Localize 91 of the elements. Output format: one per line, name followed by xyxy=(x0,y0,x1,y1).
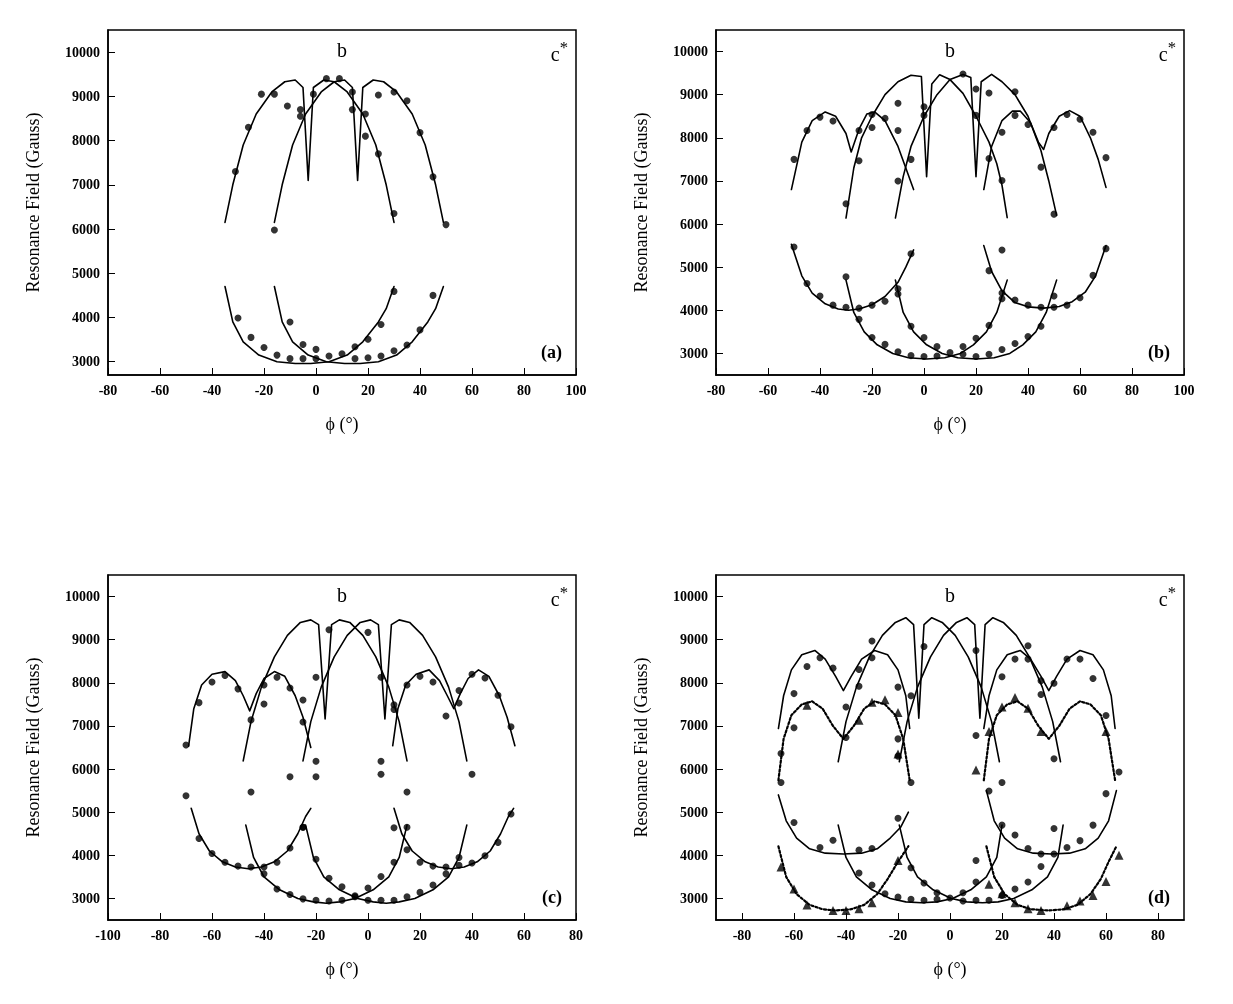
x-tick-label: -40 xyxy=(254,927,274,943)
x-tick-label: 60 xyxy=(465,382,479,398)
x-tick-label: -20 xyxy=(862,382,882,398)
y-tick-label: 10000 xyxy=(65,44,100,60)
y-tick-label: 10000 xyxy=(673,44,708,60)
x-tick-label: 80 xyxy=(569,927,583,943)
x-tick-label: 0 xyxy=(920,382,928,398)
y-tick-label: 6000 xyxy=(680,761,708,777)
y-tick-label: 3000 xyxy=(72,890,100,906)
annotation: c$^{*}$ xyxy=(550,583,568,610)
x-tick-label: -40 xyxy=(810,382,830,398)
y-tick-label: 10000 xyxy=(673,589,708,605)
y-tick-label: 5000 xyxy=(72,265,100,281)
y-tick-label: 8000 xyxy=(72,133,100,149)
x-tick-label: 0 xyxy=(312,382,320,398)
x-axis-title: ϕ (°) xyxy=(933,414,967,435)
y-tick-label: 8000 xyxy=(680,675,708,691)
y-axis-title: Resonance Field (Gauss) xyxy=(23,112,44,293)
x-tick-label: -40 xyxy=(202,382,222,398)
annotation: b xyxy=(337,584,347,606)
x-tick-label: 40 xyxy=(1021,382,1035,398)
x-tick-label: -60 xyxy=(150,382,170,398)
y-tick-label: 4000 xyxy=(72,310,100,325)
x-tick-label: -80 xyxy=(150,927,170,943)
x-tick-label: -80 xyxy=(706,382,726,398)
y-tick-label: 7000 xyxy=(72,177,100,193)
x-tick-label: -60 xyxy=(758,382,778,398)
x-tick-label: 80 xyxy=(517,382,531,398)
y-tick-label: 3000 xyxy=(680,890,708,906)
y-tick-label: 8000 xyxy=(72,675,100,691)
annotation: (a) xyxy=(541,342,562,362)
y-tick-label: 7000 xyxy=(680,718,708,734)
y-tick-label: 4000 xyxy=(72,847,100,863)
annotation: b xyxy=(945,39,955,61)
annotation: b xyxy=(945,584,955,606)
y-tick-label: 5000 xyxy=(680,804,708,820)
annotation: (c) xyxy=(542,887,562,907)
x-tick-label: 0 xyxy=(946,927,954,943)
y-tick-label: 6000 xyxy=(72,221,100,237)
x-tick-label: 20 xyxy=(995,927,1009,943)
x-tick-label: -60 xyxy=(784,927,804,943)
y-tick-label: 9000 xyxy=(680,632,708,648)
y-tick-label: 6000 xyxy=(72,761,100,777)
x-tick-label: 100 xyxy=(565,382,587,398)
x-tick-label: -80 xyxy=(732,927,752,943)
x-tick-label: -40 xyxy=(836,927,856,943)
y-tick-label: 7000 xyxy=(72,718,100,734)
y-tick-label: 9000 xyxy=(680,87,708,103)
x-axis-title: ϕ (°) xyxy=(933,959,967,980)
annotation: c$^{*}$ xyxy=(1158,38,1176,65)
y-tick-label: 5000 xyxy=(72,804,100,820)
x-tick-label: 20 xyxy=(969,382,983,398)
x-tick-label: 80 xyxy=(1151,927,1165,943)
x-tick-label: 60 xyxy=(1099,927,1113,943)
annotation: b xyxy=(337,39,347,61)
x-tick-label: 0 xyxy=(364,927,372,943)
x-tick-label: 80 xyxy=(1125,382,1139,398)
x-tick-label: -80 xyxy=(98,382,118,398)
x-tick-label: -20 xyxy=(306,927,326,943)
x-tick-label: -20 xyxy=(254,382,274,398)
y-tick-label: 6000 xyxy=(680,216,708,232)
x-tick-label: -60 xyxy=(202,927,222,943)
y-axis-title: Resonance Field (Gauss) xyxy=(631,112,652,293)
x-axis-title: ϕ (°) xyxy=(325,959,359,980)
x-tick-label: 40 xyxy=(413,382,427,398)
annotation: c$^{*}$ xyxy=(1158,583,1176,610)
y-tick-label: 9000 xyxy=(72,88,100,104)
y-tick-label: 10000 xyxy=(65,589,100,605)
y-tick-label: 4000 xyxy=(680,302,708,318)
x-tick-label: -20 xyxy=(888,927,908,943)
y-tick-label: 9000 xyxy=(72,632,100,648)
x-tick-label: 100 xyxy=(1173,382,1195,398)
x-tick-label: 20 xyxy=(361,382,375,398)
annotation: (d) xyxy=(1148,887,1170,907)
x-tick-label: 40 xyxy=(1047,927,1061,943)
x-tick-label: 60 xyxy=(517,927,531,943)
y-tick-label: 4000 xyxy=(680,847,708,863)
annotation: c$^{*}$ xyxy=(550,38,568,65)
x-axis-title: ϕ (°) xyxy=(325,414,359,435)
x-tick-label: 60 xyxy=(1073,382,1087,398)
y-tick-label: 7000 xyxy=(680,173,708,189)
y-tick-label: 8000 xyxy=(680,130,708,146)
y-tick-label: 5000 xyxy=(680,259,708,275)
x-tick-label: -100 xyxy=(95,927,121,943)
x-tick-label: 20 xyxy=(413,927,427,943)
y-tick-label: 3000 xyxy=(72,354,100,370)
x-tick-label: 40 xyxy=(465,927,479,943)
y-axis-title: Resonance Field (Gauss) xyxy=(631,657,652,838)
y-tick-label: 3000 xyxy=(680,345,708,361)
annotation: (b) xyxy=(1148,342,1170,362)
y-axis-title: Resonance Field (Gauss) xyxy=(23,657,44,838)
